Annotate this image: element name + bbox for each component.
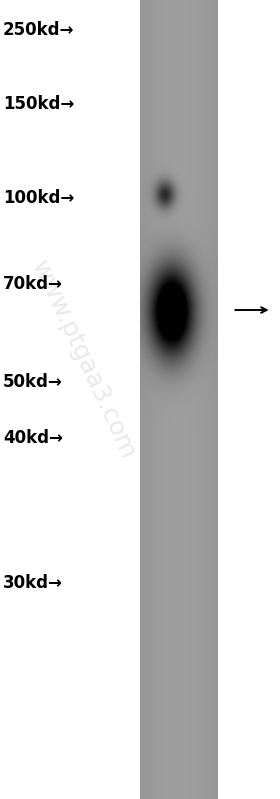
- Text: 250kd→: 250kd→: [3, 22, 74, 39]
- Text: 150kd→: 150kd→: [3, 95, 74, 113]
- Text: 70kd→: 70kd→: [3, 275, 63, 292]
- Text: 30kd→: 30kd→: [3, 574, 63, 592]
- Text: 40kd→: 40kd→: [3, 429, 63, 447]
- Text: 100kd→: 100kd→: [3, 189, 74, 207]
- Text: 50kd→: 50kd→: [3, 373, 62, 391]
- Text: www.ptgaa3.com: www.ptgaa3.com: [27, 256, 141, 463]
